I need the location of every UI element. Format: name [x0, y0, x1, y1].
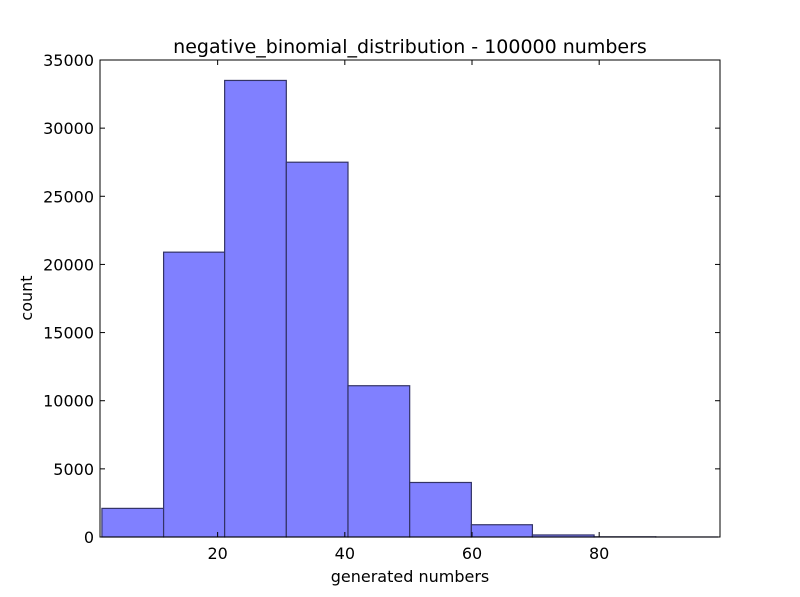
- histogram-bar-5: [347, 385, 411, 538]
- plot-frame: [99, 59, 721, 538]
- bars-group: [101, 79, 719, 538]
- ticks-group: 0 5000 10000 15000 20000 25000 30000 35000 20 40 6…: [43, 51, 720, 563]
- y-axis-label: count: [17, 275, 36, 320]
- chart-title: negative_binomial_distribution - 100000 …: [173, 36, 647, 58]
- histogram-bar-7: [470, 524, 534, 538]
- histogram-bar-6: [409, 481, 472, 538]
- x-tick-label: 80: [589, 544, 609, 563]
- x-tick-label: 20: [207, 544, 227, 563]
- y-tick-label: 0: [84, 528, 94, 547]
- x-tick-label: 40: [335, 544, 355, 563]
- histogram-bar-2: [162, 251, 226, 538]
- y-tick-label: 15000: [43, 324, 94, 343]
- x-tick-label: 60: [462, 544, 482, 563]
- y-tick-label: 10000: [43, 392, 94, 411]
- y-tick-label: 30000: [43, 119, 94, 138]
- histogram-bar-4: [285, 161, 349, 538]
- histogram-bar-3: [224, 79, 287, 538]
- x-axis-label: generated numbers: [331, 567, 490, 586]
- y-tick-label: 20000: [43, 255, 94, 274]
- y-tick-label: 35000: [43, 51, 94, 70]
- y-tick-label: 25000: [43, 187, 94, 206]
- y-tick-label: 5000: [53, 460, 94, 479]
- histogram-bar-1: [101, 507, 165, 538]
